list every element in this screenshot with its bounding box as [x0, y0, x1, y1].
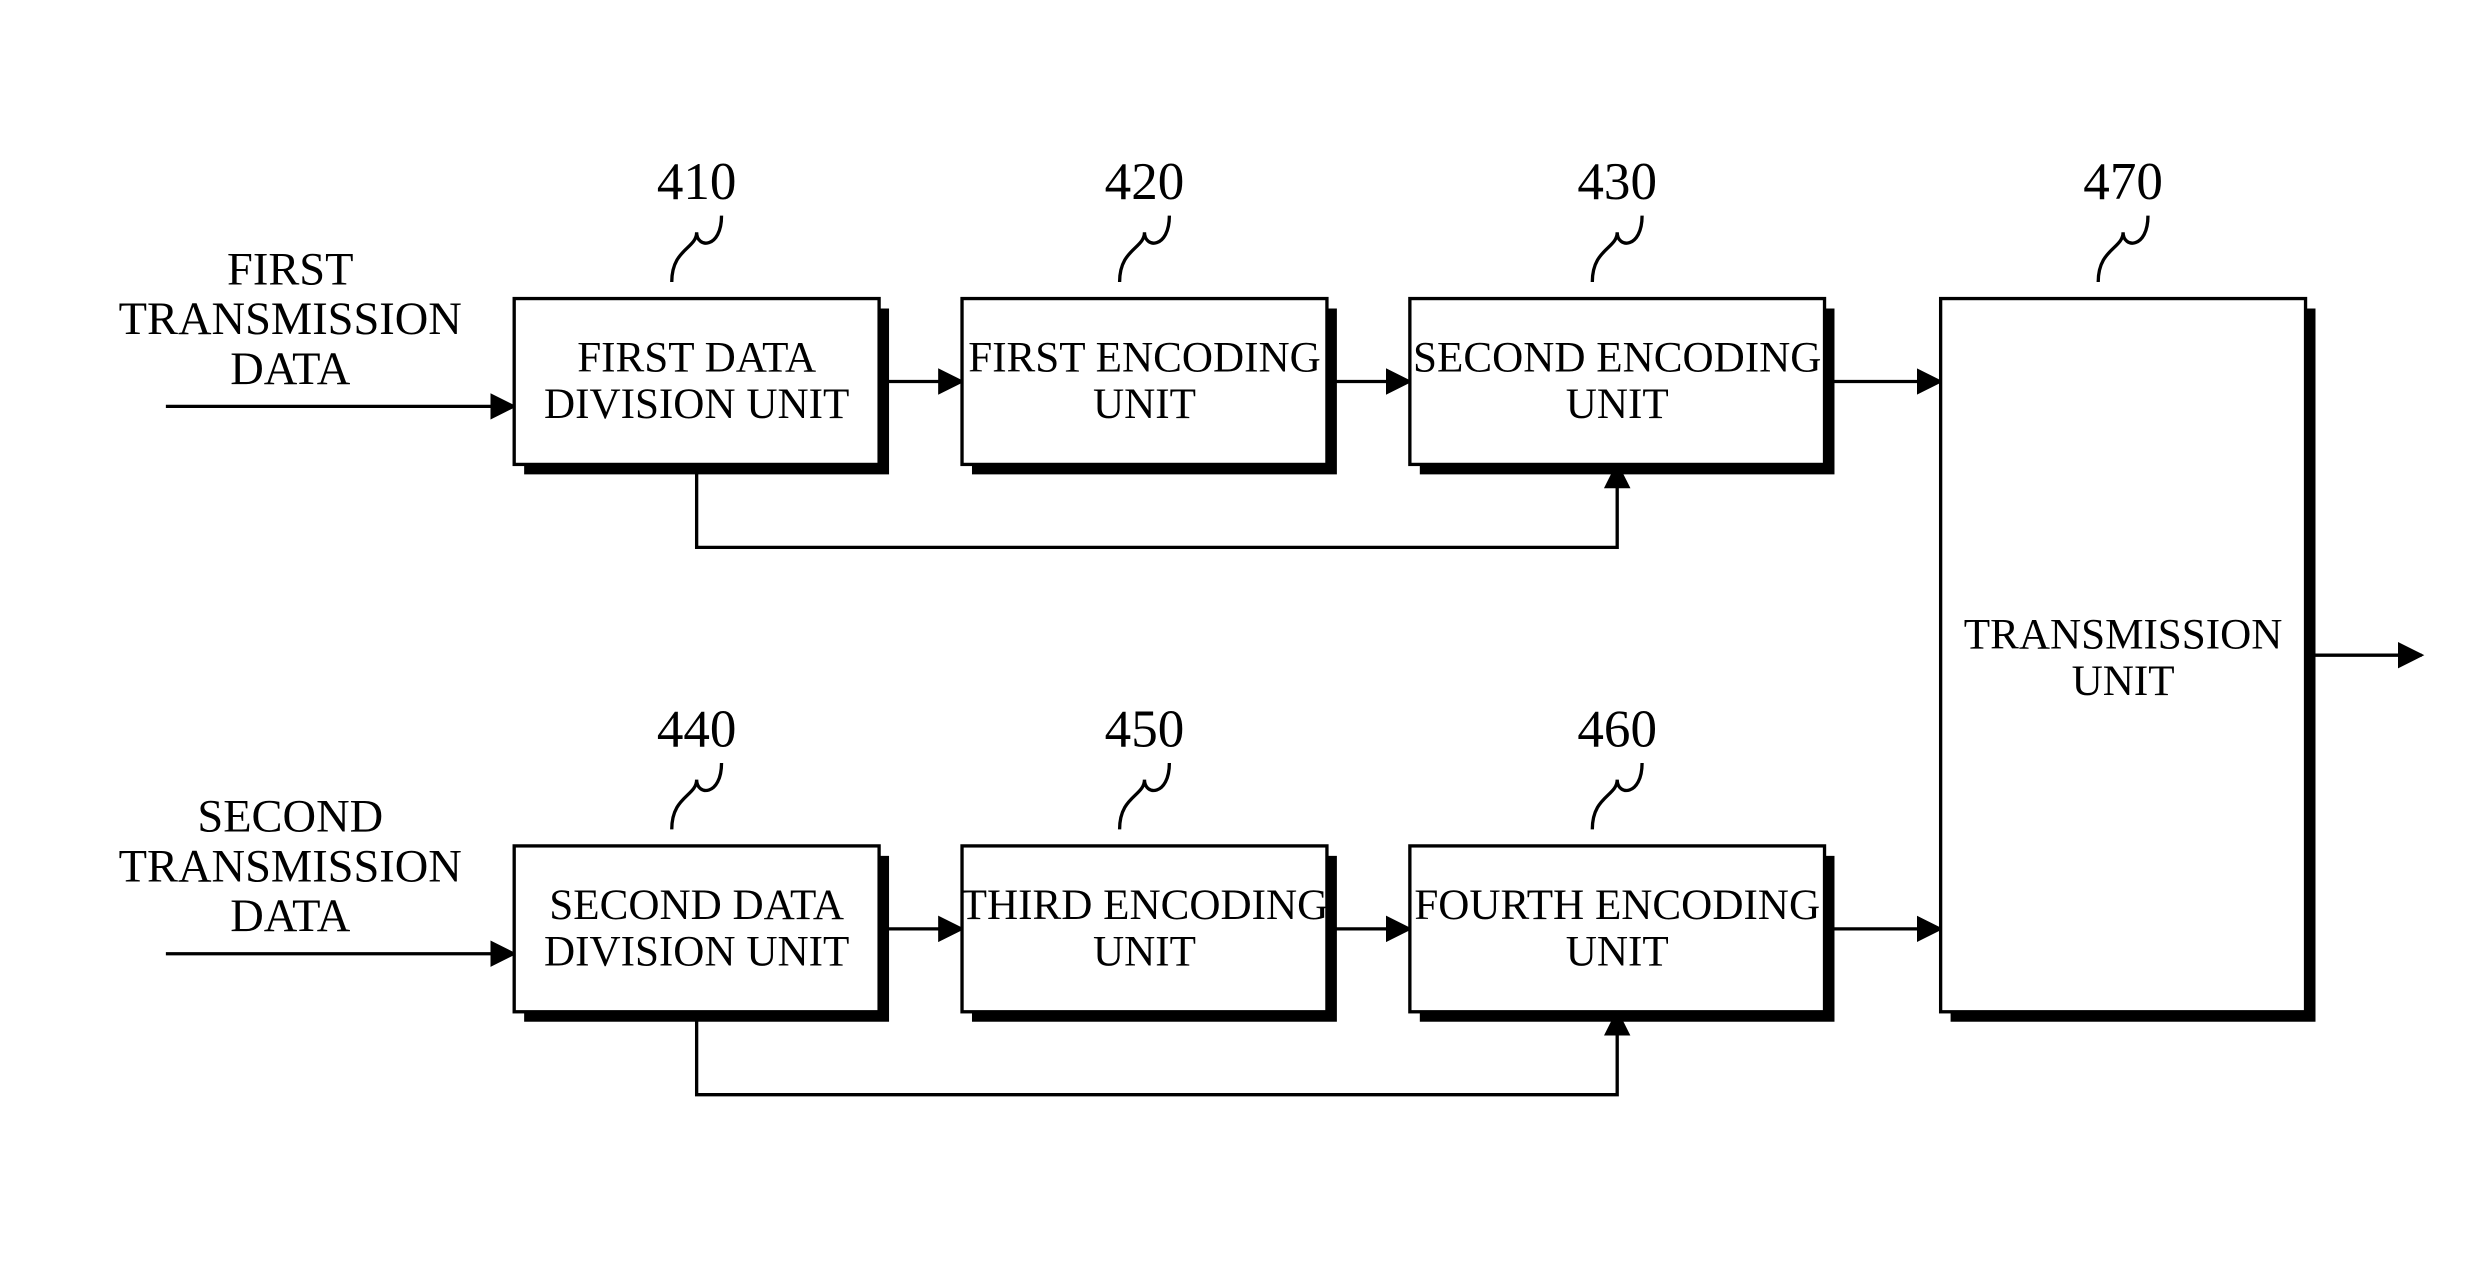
ref-squiggle — [1592, 763, 1642, 829]
ref-number: 450 — [1105, 700, 1185, 758]
text: FIRST ENCODING — [968, 334, 1321, 381]
text: FIRST DATA — [577, 334, 816, 381]
input-label-first: FIRST TRANSMISSION DATA — [119, 244, 462, 395]
text: UNIT — [1566, 381, 1669, 428]
text: TRANSMISSION — [119, 294, 462, 345]
block-450: THIRD ENCODING UNIT 450 — [961, 700, 1337, 1021]
text: FIRST — [227, 244, 353, 295]
text: SECOND ENCODING — [1413, 334, 1821, 381]
ref-number: 440 — [657, 700, 737, 758]
text: UNIT — [1566, 928, 1669, 975]
block-460: FOURTH ENCODING UNIT 460 — [1410, 700, 1835, 1021]
ref-squiggle — [2098, 216, 2148, 282]
text: UNIT — [1093, 381, 1196, 428]
ref-number: 470 — [2083, 153, 2163, 211]
ref-squiggle — [1120, 763, 1170, 829]
ref-number: 420 — [1105, 153, 1185, 211]
text: DATA — [230, 891, 351, 942]
ref-number: 430 — [1577, 153, 1657, 211]
ref-squiggle — [672, 763, 722, 829]
input-label-second: SECOND TRANSMISSION DATA — [119, 792, 462, 943]
ref-number: 410 — [657, 153, 737, 211]
ref-squiggle — [672, 216, 722, 282]
text: UNIT — [2072, 658, 2175, 705]
text: TRANSMISSION — [1964, 611, 2283, 658]
block-410: FIRST DATA DIVISION UNIT 410 — [514, 153, 889, 474]
block-440: SECOND DATA DIVISION UNIT 440 — [514, 700, 889, 1021]
text: DATA — [230, 344, 351, 395]
text: SECOND DATA — [549, 882, 844, 929]
block-420: FIRST ENCODING UNIT 420 — [962, 153, 1337, 474]
ref-number: 460 — [1577, 700, 1657, 758]
block-470: TRANSMISSION UNIT 470 — [1941, 153, 2316, 1022]
block-diagram: FIRST TRANSMISSION DATA SECOND TRANSMISS… — [0, 0, 2488, 1261]
text: FOURTH ENCODING — [1414, 882, 1820, 929]
text: TRANSMISSION — [119, 841, 462, 892]
arrow-440-to-460-bypass — [697, 1012, 1618, 1095]
text: DIVISION UNIT — [544, 928, 849, 975]
text: UNIT — [1093, 928, 1196, 975]
text: DIVISION UNIT — [544, 381, 849, 428]
block-430: SECOND ENCODING UNIT 430 — [1410, 153, 1835, 474]
ref-squiggle — [1120, 216, 1170, 282]
arrow-410-to-430-bypass — [697, 464, 1618, 547]
text: THIRD ENCODING — [961, 882, 1329, 929]
ref-squiggle — [1592, 216, 1642, 282]
text: SECOND — [197, 792, 383, 843]
